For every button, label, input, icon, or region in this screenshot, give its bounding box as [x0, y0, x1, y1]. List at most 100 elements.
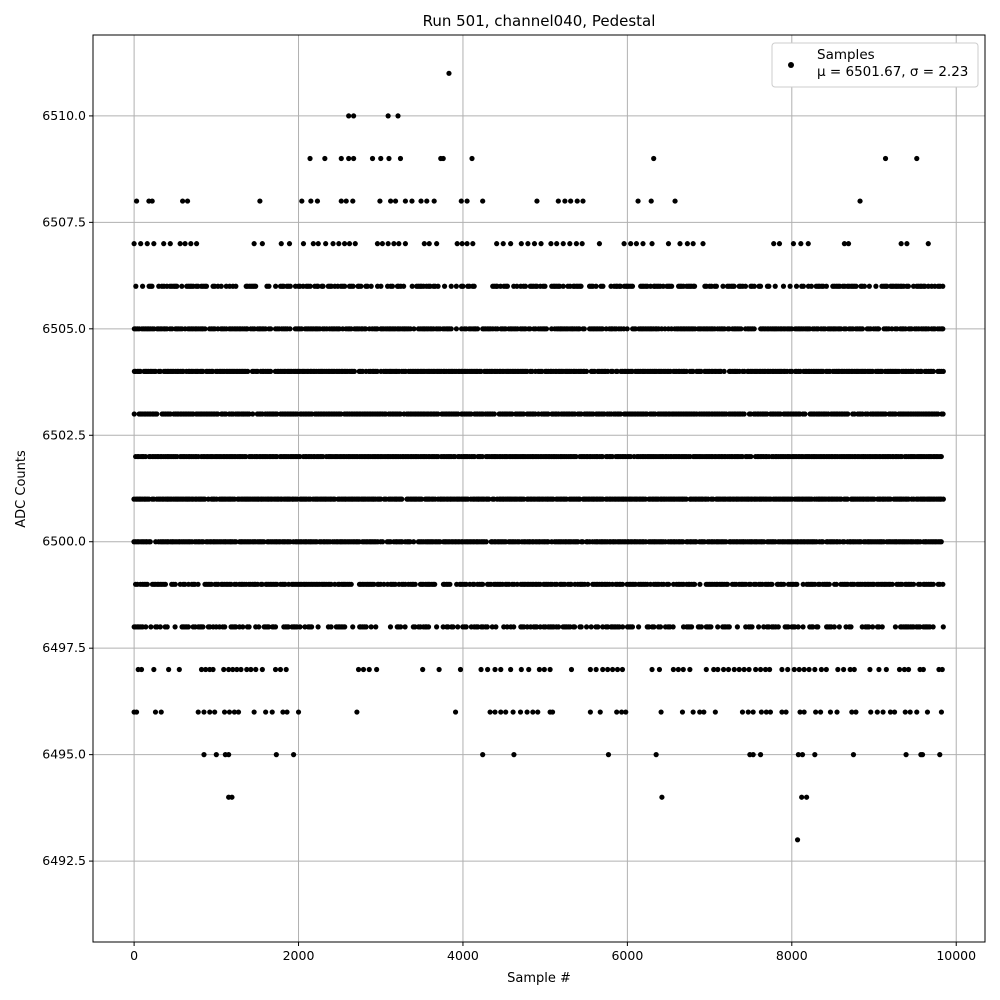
- data-point: [938, 709, 945, 715]
- data-point: [380, 539, 386, 545]
- data-point: [434, 241, 440, 247]
- data-point: [483, 539, 489, 545]
- data-point: [653, 752, 659, 758]
- data-point: [208, 581, 215, 587]
- data-point: [388, 198, 394, 204]
- data-point: [503, 709, 509, 715]
- data-point: [751, 326, 757, 332]
- data-point: [368, 624, 374, 630]
- data-point: [350, 198, 356, 204]
- data-point: [287, 326, 293, 332]
- data-point: [133, 198, 140, 204]
- data-point: [560, 283, 566, 289]
- data-point: [919, 752, 926, 758]
- data-point: [377, 198, 383, 204]
- data-point: [484, 624, 490, 630]
- data-point: [935, 411, 941, 417]
- data-point: [891, 709, 898, 715]
- data-point: [198, 666, 205, 673]
- data-point: [158, 709, 164, 715]
- ticks-layer: 0 2000 4000 6000 8000 10000 6492.5 6495.0 6497.5…: [42, 108, 976, 963]
- data-point: [151, 666, 157, 673]
- data-point: [378, 283, 384, 289]
- data-point: [750, 709, 756, 715]
- data-point: [381, 581, 387, 587]
- data-point: [715, 624, 721, 630]
- x-tick-label: 10000: [936, 948, 976, 963]
- data-point: [453, 326, 460, 332]
- data-point: [315, 241, 321, 247]
- data-point: [940, 326, 946, 332]
- data-point: [691, 283, 698, 289]
- data-point: [285, 624, 291, 630]
- data-point: [269, 709, 275, 715]
- data-point: [791, 666, 797, 673]
- data-point: [619, 709, 625, 715]
- data-point: [930, 368, 936, 374]
- data-point: [659, 794, 665, 800]
- chart-title: Run 501, channel040, Pedestal: [423, 12, 656, 30]
- data-point: [614, 666, 621, 673]
- data-point: [827, 709, 834, 715]
- data-point: [876, 666, 882, 673]
- y-tick-label: 6500.0: [42, 534, 86, 549]
- data-point: [938, 453, 944, 460]
- data-point: [808, 283, 814, 289]
- data-point: [756, 624, 762, 630]
- data-point: [238, 666, 244, 673]
- data-point: [670, 624, 676, 630]
- data-point: [426, 241, 432, 247]
- data-point: [272, 666, 279, 673]
- data-point: [350, 283, 356, 289]
- data-point: [800, 624, 806, 630]
- data-point: [431, 198, 437, 204]
- data-point: [549, 709, 556, 715]
- y-tick-label: 6502.5: [42, 427, 86, 442]
- data-point: [463, 624, 469, 630]
- data-point: [597, 709, 603, 715]
- data-point: [802, 411, 808, 417]
- data-point: [299, 198, 305, 204]
- data-point: [775, 624, 781, 630]
- data-point: [213, 752, 219, 758]
- data-point: [820, 539, 826, 545]
- data-point: [870, 624, 876, 630]
- data-point: [297, 624, 303, 630]
- data-point: [859, 326, 866, 332]
- data-point: [273, 752, 279, 758]
- data-point: [487, 709, 493, 715]
- data-point: [226, 666, 232, 673]
- data-point: [783, 709, 789, 715]
- data-point: [455, 411, 461, 417]
- data-point: [395, 113, 401, 119]
- data-point: [278, 241, 284, 247]
- data-point: [924, 709, 931, 715]
- data-point: [861, 283, 868, 289]
- data-point: [366, 666, 372, 673]
- data-point: [619, 666, 626, 673]
- data-point: [776, 241, 783, 247]
- data-point: [351, 368, 357, 374]
- data-point: [801, 666, 807, 673]
- data-point: [464, 241, 470, 247]
- data-point: [445, 624, 451, 630]
- data-point: [905, 283, 912, 289]
- data-point: [617, 283, 624, 289]
- data-point: [341, 241, 348, 247]
- data-point: [617, 411, 624, 417]
- data-point: [409, 283, 415, 289]
- data-point: [420, 666, 426, 673]
- data-point: [435, 411, 441, 417]
- x-axis-label: Sample #: [507, 971, 571, 986]
- data-point: [463, 581, 469, 587]
- legend-series-name: Samples: [817, 47, 875, 63]
- data-point: [402, 241, 409, 247]
- data-point: [557, 283, 563, 289]
- data-point: [177, 241, 183, 247]
- data-point: [757, 666, 764, 673]
- data-point: [346, 155, 352, 162]
- data-point: [268, 368, 274, 374]
- data-point: [172, 581, 178, 587]
- data-point: [541, 666, 547, 673]
- data-point: [149, 283, 155, 289]
